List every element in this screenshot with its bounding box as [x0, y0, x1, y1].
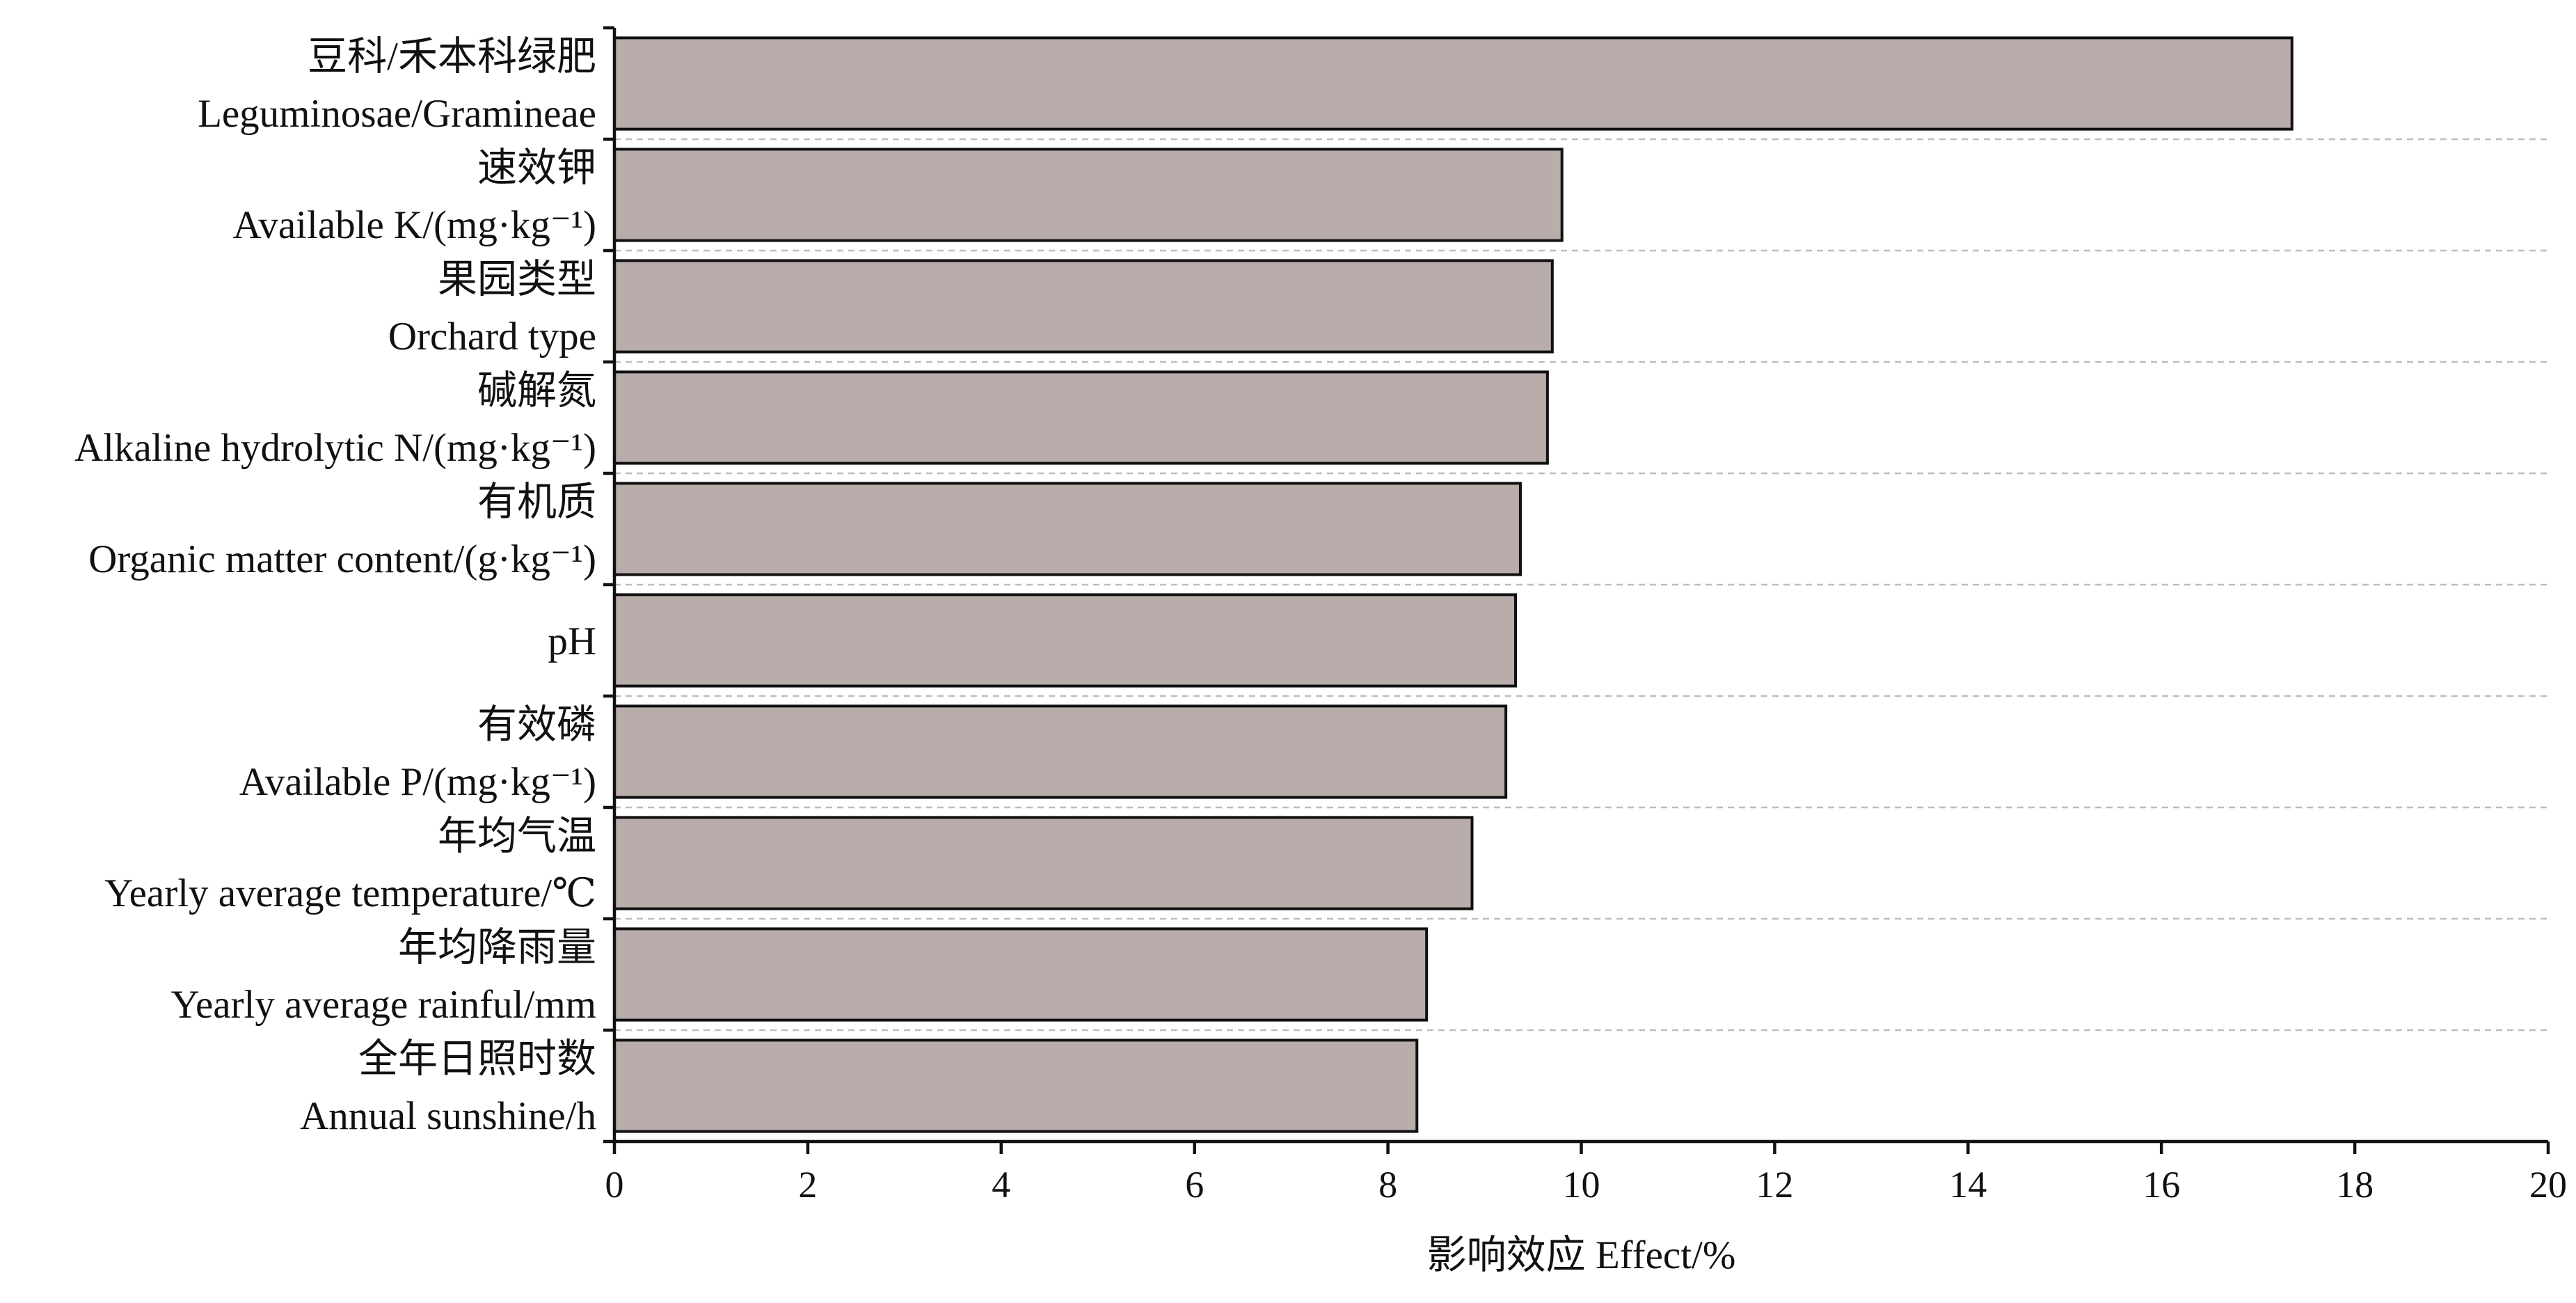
x-tick-label: 14: [1949, 1164, 1987, 1206]
x-tick-label: 10: [1563, 1164, 1600, 1206]
category-label-zh: 全年日照时数: [358, 1037, 596, 1081]
y-axis-ticks: [603, 28, 614, 1142]
bar-8: [614, 817, 1472, 908]
category-label-zh: 果园类型: [438, 258, 596, 301]
bar-10: [614, 1040, 1417, 1131]
x-tick-label: 20: [2529, 1164, 2567, 1206]
category-labels: 豆科/禾本科绿肥 Leguminosae/Gramineae 速效钾 Availabl…: [74, 35, 596, 1138]
category-label-en: Yearly average rainful/mm: [171, 983, 597, 1027]
x-tick-label: 2: [798, 1164, 817, 1206]
x-tick-label: 8: [1378, 1164, 1397, 1206]
x-axis-title: 影响效应 Effect/%: [1427, 1233, 1736, 1277]
category-label-en: pH: [548, 619, 596, 663]
category-label-zh: 碱解氮: [477, 369, 596, 413]
bar-4: [614, 372, 1548, 463]
category-label-zh: 有机质: [477, 480, 596, 524]
category-label-zh: 年均气温: [438, 814, 596, 858]
category-label-en: Orchard type: [388, 315, 596, 358]
category-label-en: Available K/(mg·kg⁻¹): [232, 203, 596, 247]
bar-3: [614, 260, 1552, 352]
bar-2: [614, 149, 1562, 240]
category-label-zh: 年均降雨量: [398, 926, 596, 970]
category-label-zh: 豆科/禾本科绿肥: [308, 35, 596, 79]
x-axis-ticks: [614, 1142, 2548, 1154]
bar-1: [614, 38, 2292, 129]
x-tick-labels: 0 2 4 6 8 10 12 14 16 18 20: [605, 1164, 2568, 1206]
bar-9: [614, 929, 1426, 1020]
category-label-zh: 速效钾: [477, 146, 596, 190]
bar-7: [614, 706, 1506, 797]
x-tick-label: 12: [1756, 1164, 1793, 1206]
category-label-en: Organic matter content/(g·kg⁻¹): [88, 537, 596, 581]
category-label-en: Yearly average temperature/℃: [104, 871, 596, 915]
bar-5: [614, 483, 1520, 574]
category-label-en: Available P/(mg·kg⁻¹): [239, 760, 596, 804]
x-tick-label: 6: [1185, 1164, 1204, 1206]
x-tick-label: 4: [992, 1164, 1010, 1206]
bar-6: [614, 594, 1516, 686]
x-tick-label: 0: [605, 1164, 624, 1206]
category-label-en: Annual sunshine/h: [300, 1094, 596, 1138]
category-label-en: Alkaline hydrolytic N/(mg·kg⁻¹): [74, 426, 596, 470]
x-tick-label: 18: [2336, 1164, 2374, 1206]
category-label-zh: 有效磷: [477, 703, 596, 747]
category-label-en: Leguminosae/Gramineae: [198, 92, 596, 136]
x-tick-label: 16: [2142, 1164, 2180, 1206]
